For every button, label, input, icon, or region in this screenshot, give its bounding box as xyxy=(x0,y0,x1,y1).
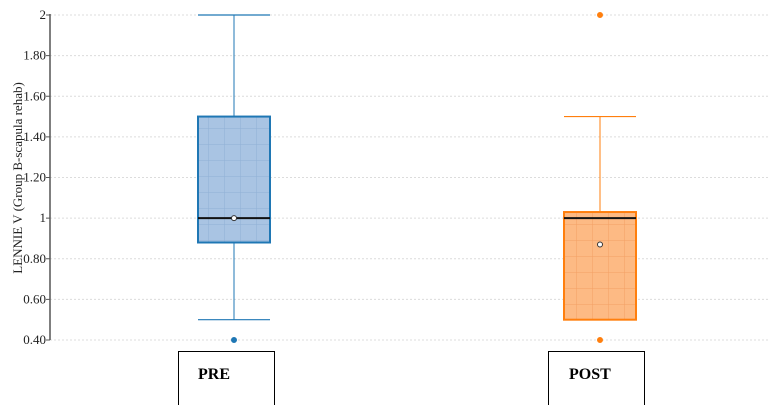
iqr-box xyxy=(563,211,637,321)
mean-marker xyxy=(231,215,237,222)
box-post xyxy=(563,12,637,343)
y-axis: 0.40 0.60 0.80 1 1.20 1.40 1.60 1.80 2 xyxy=(23,7,51,347)
gridlines xyxy=(50,14,770,341)
category-label-pre: PRE xyxy=(198,366,230,383)
outlier-point xyxy=(597,337,603,343)
category-label-post: POST xyxy=(569,366,611,383)
y-tick-label: 1.80 xyxy=(23,48,46,63)
category-label-box-post: POST xyxy=(548,351,645,405)
outlier-point xyxy=(597,12,603,18)
mean-marker xyxy=(597,241,603,248)
y-tick-label: 2 xyxy=(40,7,47,22)
category-label-box-pre: PRE xyxy=(178,351,275,405)
box-pre xyxy=(197,14,271,343)
outlier-point xyxy=(231,337,237,343)
y-tick-label: 0.60 xyxy=(23,291,46,306)
y-tick-label: 0.80 xyxy=(23,251,46,266)
y-tick-label: 1.60 xyxy=(23,88,46,103)
y-tick-label: 0.40 xyxy=(23,332,46,347)
y-tick-label: 1.20 xyxy=(23,170,46,185)
y-tick-label: 1.40 xyxy=(23,129,46,144)
iqr-box xyxy=(197,115,271,244)
y-tick-label: 1 xyxy=(40,210,47,225)
y-axis-label: LENNIE V (Group B-scapula rehab) xyxy=(10,82,25,274)
boxes xyxy=(197,12,637,343)
